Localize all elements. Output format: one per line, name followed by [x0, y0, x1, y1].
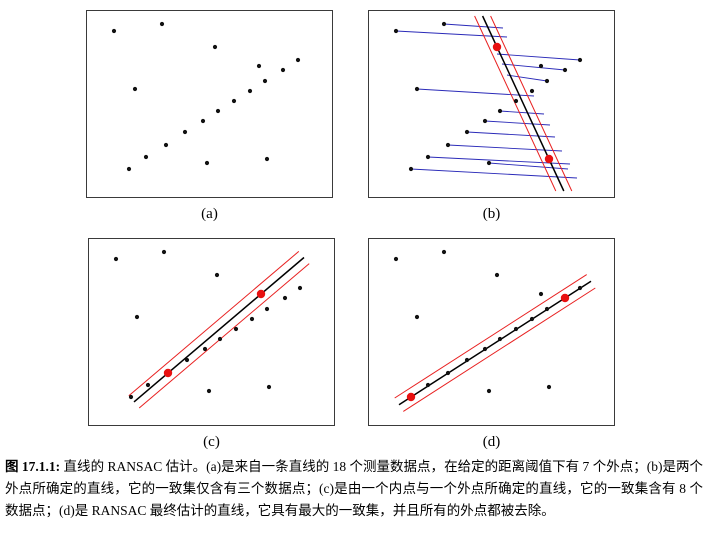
panel-c — [88, 238, 335, 426]
panel-c-plot — [113, 249, 310, 409]
panel-c-label: (c) — [203, 434, 220, 450]
figure-caption-text: 直线的 RANSAC 估计。(a)是来自一条直线的 18 个测量数据点，在给定的… — [5, 459, 703, 518]
panel-a-plot — [111, 21, 301, 172]
figure-caption-number: 图 17.1.1: — [5, 459, 61, 474]
panel-d-label: (d) — [482, 434, 501, 450]
panel-d — [368, 238, 615, 426]
panel-a-label: (a) — [201, 206, 218, 222]
panel-a — [86, 10, 333, 198]
panel-d-plot — [393, 249, 596, 412]
figure-caption: 图 17.1.1: 直线的 RANSAC 估计。(a)是来自一条直线的 18 个… — [5, 456, 703, 522]
panel-b-plot — [393, 15, 583, 192]
panel-b-label: (b) — [482, 206, 501, 222]
panel-b — [368, 10, 615, 198]
